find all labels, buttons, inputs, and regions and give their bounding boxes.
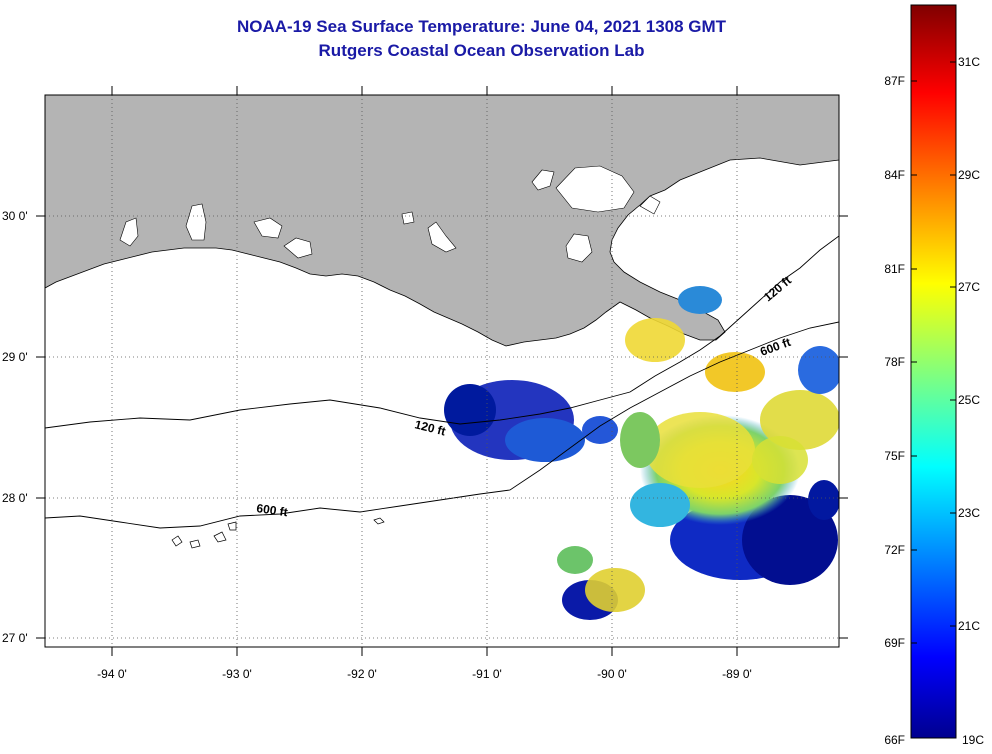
lon-tick-label: -94 0' [97, 667, 127, 681]
isobath-label: 600 ft [256, 501, 289, 519]
lake [401, 211, 415, 225]
lake [531, 169, 555, 191]
map-title: NOAA-19 Sea Surface Temperature: June 04… [236, 17, 727, 36]
lake [427, 221, 457, 253]
colorbar-f-label: 81F [884, 262, 905, 276]
colorbar-c-label: 27C [958, 280, 980, 294]
colorbar-f-label: 78F [884, 355, 905, 369]
colorbar-c-label: 19C [962, 733, 984, 747]
lon-tick-label: -92 0' [347, 667, 377, 681]
colorbar-ticks [911, 61, 956, 644]
colorbar-f-label: 84F [884, 168, 905, 182]
lon-tick-label: -90 0' [597, 667, 627, 681]
colorbar-f-label: 69F [884, 636, 905, 650]
colorbar-c-label: 29C [958, 168, 980, 182]
colorbar-c-label: 25C [958, 393, 980, 407]
colorbar-c-label: 31C [958, 55, 980, 69]
colorbar-f-label: 72F [884, 543, 905, 557]
land-mass [45, 95, 839, 347]
map-grid [45, 95, 839, 647]
colorbar-c-label: 21C [958, 619, 980, 633]
colorbar-c-label: 23C [958, 506, 980, 520]
lake [639, 195, 661, 215]
colorbar-f-label: 66F [884, 733, 905, 747]
map-ticks [36, 86, 848, 656]
lake [565, 233, 593, 263]
lat-tick-label: 27 0' [2, 631, 28, 645]
map-frame [44, 94, 840, 648]
lon-tick-label: -93 0' [222, 667, 252, 681]
lake [253, 217, 283, 239]
colorbar-f-label: 87F [884, 74, 905, 88]
lon-tick-label: -89 0' [722, 667, 752, 681]
lon-tick-label: -91 0' [472, 667, 502, 681]
lake [119, 217, 139, 247]
lat-tick-label: 28 0' [2, 491, 28, 505]
isobath-120ft [45, 235, 839, 429]
sst-data [444, 286, 839, 620]
lat-tick-label: 29 0' [2, 350, 28, 364]
lake-pontchartrain [555, 165, 635, 213]
colorbar [910, 4, 957, 739]
colorbar-f-label: 75F [884, 449, 905, 463]
isobath-600ft [45, 321, 839, 529]
lake [185, 203, 207, 241]
lat-tick-label: 30 0' [2, 209, 28, 223]
lake [283, 237, 313, 259]
map-subtitle: Rutgers Coastal Ocean Observation Lab [318, 41, 645, 60]
